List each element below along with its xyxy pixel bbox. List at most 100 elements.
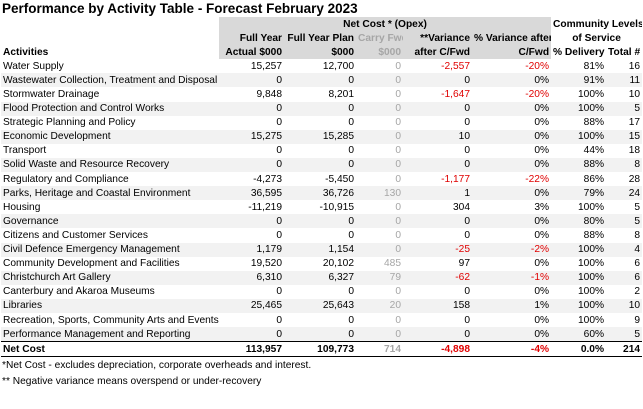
actual-cell: 15,257 [250,60,282,72]
actual-cell: 0 [276,117,282,129]
pct-variance-header: % Variance after [472,31,552,46]
total-carry-fwd: 714 [356,341,403,358]
total-count-cell: 17 [628,117,641,129]
total-count-cell: 10 [628,89,641,101]
carry-fwd-cell: 0 [356,129,403,144]
variance-cell: 0 [464,145,470,157]
table-row: Strategic Planning and Policy 0 0 0 0 0% 88% 17 [1,116,642,130]
activity-cell: Flood Protection and Control Works [1,101,219,116]
plan-cell: 0 [348,314,354,326]
table-row: Wastewater Collection, Treatment and Dis… [1,73,643,88]
pct-variance-cell: -1% [472,270,552,285]
table-row: Recreation, Sports, Community Arts and E… [1,313,642,327]
variance-header-line2: after C/Fwd [403,45,472,60]
variance-cell: 0 [403,327,472,342]
plan-cell: 0 [284,157,356,173]
carry-fwd-cell: 0 [395,229,401,241]
total-pct-variance: -4% [472,341,552,358]
pct-delivery-header: % Delivery [553,46,605,58]
variance-cell: 0 [464,314,470,326]
variance-cell: -62 [403,270,472,285]
activity-cell: Christchurch Art Gallery [1,270,219,285]
carry-fwd-cell: 0 [356,327,403,342]
delivery-cell: 81% [583,60,605,72]
carry-fwd-cell: 20 [356,298,403,313]
table-row: Christchurch Art Gallery 6,310 6,327 79 -62-… [1,270,643,285]
plan-cell: 25,643 [284,298,356,313]
delivery-cell: 100% [551,129,607,144]
delivery-cell: 100% [577,286,605,298]
carry-fwd-header-line2: $000 [356,45,403,60]
plan-cell: 0 [348,117,354,129]
full-year-header: Full Year [219,31,284,46]
table-row: Stormwater Drainage 9,848 8,201 0 -1,647 -20%… [1,87,642,101]
pct-variance-cell: 0% [534,258,550,270]
performance-table: Net Cost * (Opex) Community Levels Full … [1,17,643,358]
total-count-cell: 9 [634,314,641,326]
pct-variance-cell: 0% [534,286,550,298]
actual-cell: 9,848 [256,89,283,101]
total-count-cell: 16 [628,60,641,72]
total-plan: 109,773 [284,341,356,358]
total-num-header: Total # [608,46,641,58]
delivery-cell: 100% [551,101,607,116]
table-row: Transport 0 0 0 0 0% 44% 18 [1,144,642,158]
plan-cell: 20,102 [322,258,354,270]
pct-variance-cell: -22% [525,173,550,185]
activity-cell: Wastewater Collection, Treatment and Dis… [1,73,219,88]
activity-cell: Libraries [1,298,219,313]
total-count-cell: 6 [634,258,641,270]
pct-variance-cell: 0% [534,229,550,241]
variance-cell: 0 [403,73,472,88]
carry-fwd-cell: 0 [356,157,403,173]
variance-cell: 304 [453,201,470,213]
variance-cell: -1,177 [441,173,470,185]
activity-cell: Water Supply [3,60,64,72]
plan-cell: 0 [284,327,356,342]
activity-cell: Parks, Heritage and Coastal Environment [1,186,219,201]
actual-cell: -4,273 [253,173,282,185]
delivery-cell: 100% [551,270,607,285]
carry-fwd-cell: 0 [395,117,401,129]
total-count-cell: 4 [606,242,643,257]
total-count-cell: 2 [634,286,641,298]
delivery-cell: 100% [577,258,605,270]
plan-cell: 1,154 [284,242,356,257]
delivery-cell: 91% [551,73,607,88]
plan-cell: -10,915 [319,201,354,213]
actual-cell: 25,465 [219,298,284,313]
community-levels-header: Community Levels [553,18,643,30]
delivery-cell: 60% [551,327,607,342]
pct-variance-cell: 0% [472,214,552,229]
full-year-plan-header-line2: $000 [284,45,356,60]
table-row: Governance 0 0 0 0 0% 80% 5 [1,214,643,229]
pct-variance-cell: -2% [472,242,552,257]
variance-cell: 10 [403,129,472,144]
full-year-header-line2: Actual $000 [219,45,284,60]
table-row: Citizens and Customer Services 0 0 0 0 0% 88% 8 [1,228,642,242]
delivery-cell: 44% [583,145,605,157]
carry-fwd-cell: 79 [356,270,403,285]
pct-variance-cell: 0% [534,145,550,157]
plan-cell: 15,285 [284,129,356,144]
plan-cell: 6,327 [284,270,356,285]
actual-cell: 1,179 [219,242,284,257]
table-row: Solid Waste and Resource Recovery 0 0 0 0 0% 8… [1,157,643,173]
total-row-label: Net Cost [1,341,219,358]
total-count-cell: 15 [606,129,643,144]
delivery-cell: 100% [577,314,605,326]
plan-cell: 12,700 [322,60,354,72]
actual-cell: 36,595 [219,186,284,201]
table-row: Water Supply 15,257 12,700 0 -2,557 -20% 81% 16 [1,59,642,73]
total-count-cell: 11 [606,73,643,88]
carry-fwd-cell: 0 [356,73,403,88]
activity-cell: Canterbury and Akaroa Museums [3,286,155,298]
pct-variance-cell: 0% [472,73,552,88]
actual-cell: 0 [219,157,284,173]
plan-cell: 0 [284,214,356,229]
pct-variance-cell: 0% [472,186,552,201]
table-row: Housing -11,219 -10,915 0 304 3% 100% 5 [1,200,642,214]
variance-cell: 158 [403,298,472,313]
delivery-cell: 100% [551,242,607,257]
total-count-cell: 28 [628,173,641,185]
